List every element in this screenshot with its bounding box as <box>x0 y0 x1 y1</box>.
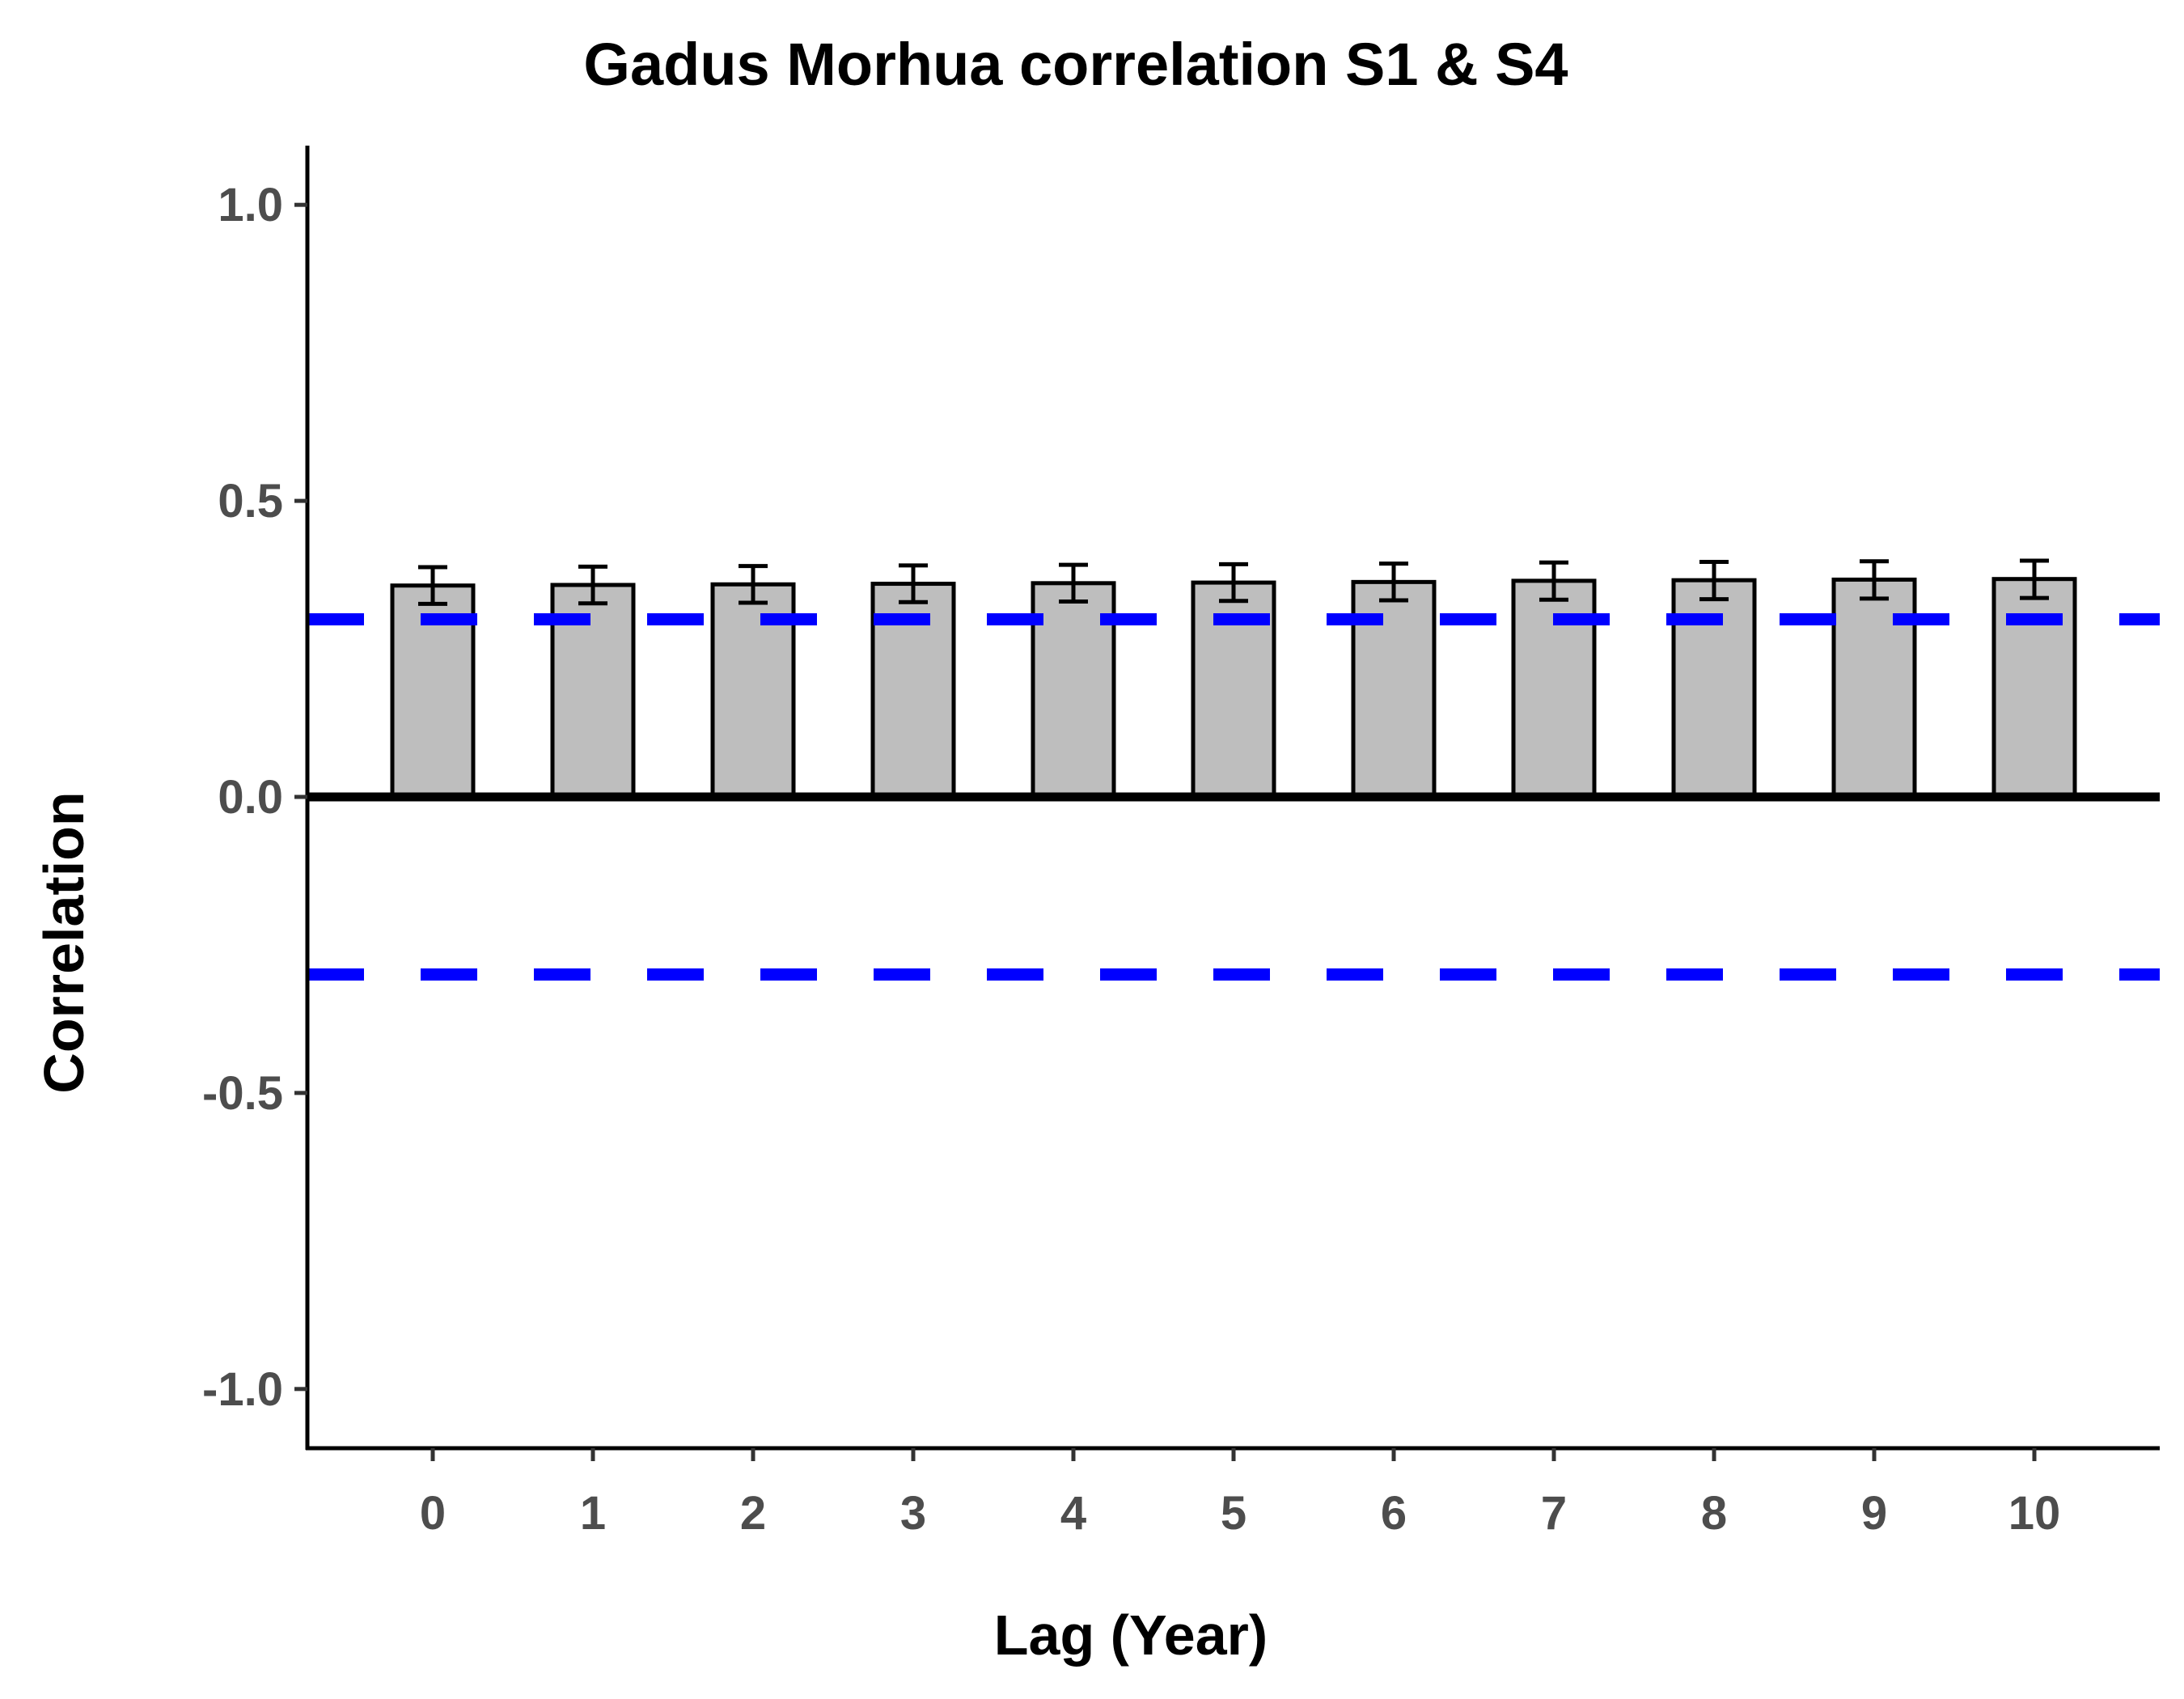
x-tick-label: 9 <box>1861 1487 1887 1540</box>
error-bar-lag-1 <box>578 564 607 606</box>
bar-lag-9 <box>1831 577 1917 799</box>
error-bar-lag-6 <box>1379 561 1408 603</box>
bar-lag-6 <box>1351 579 1437 799</box>
bar-lag-7 <box>1511 578 1597 799</box>
x-tick-label: 10 <box>2008 1487 2061 1540</box>
x-tick-label: 1 <box>580 1487 606 1540</box>
reference-lines <box>307 612 2160 981</box>
y-tick-label: 1.0 <box>218 179 283 231</box>
axes: 1.0 0.5 0.0 -0.5 -1.0 0 1 2 3 4 5 6 7 8 9 10 <box>202 146 2160 1540</box>
error-bar-lag-7 <box>1539 560 1568 602</box>
x-axis-title: Lag (Year) <box>994 1604 1268 1667</box>
x-tick-label: 0 <box>420 1487 446 1540</box>
x-tick-label: 4 <box>1060 1487 1086 1540</box>
y-tick-label: -1.0 <box>202 1363 283 1416</box>
bars <box>390 558 2077 799</box>
y-axis-title: Correlation <box>32 791 95 1093</box>
error-bar-lag-5 <box>1219 561 1248 604</box>
y-tick-label: -0.5 <box>202 1067 283 1120</box>
error-bar-lag-3 <box>899 563 928 604</box>
x-tick-label: 8 <box>1701 1487 1727 1540</box>
x-tick-label: 2 <box>740 1487 766 1540</box>
error-bar-lag-4 <box>1059 562 1088 604</box>
y-tick-label: 0.0 <box>218 771 283 824</box>
x-tick-label: 5 <box>1221 1487 1246 1540</box>
error-bar-lag-0 <box>418 565 447 606</box>
error-bar-lag-2 <box>739 564 768 605</box>
error-bar-lag-8 <box>1699 559 1729 602</box>
y-tick-label: 0.5 <box>218 475 283 527</box>
x-tick-label: 6 <box>1381 1487 1407 1540</box>
chart-title: Gadus Morhua correlation S1 & S4 <box>583 31 1568 98</box>
error-bar-lag-9 <box>1860 559 1889 601</box>
bar-lag-10 <box>1991 577 2077 799</box>
error-bar-lag-10 <box>2020 558 2049 600</box>
x-tick-label: 7 <box>1541 1487 1567 1540</box>
bar-lag-8 <box>1671 578 1757 799</box>
x-tick-label: 3 <box>900 1487 926 1540</box>
